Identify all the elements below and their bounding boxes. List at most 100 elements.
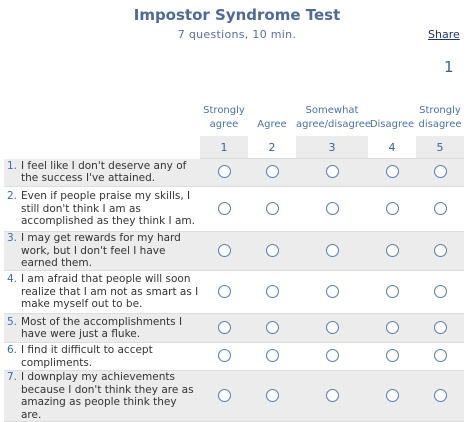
radio-option[interactable] [217, 243, 231, 257]
column-number: 4 [368, 136, 416, 159]
answer-cell [368, 314, 416, 343]
answer-cell [368, 232, 416, 271]
answer-cell [296, 371, 368, 422]
page-number: 1 [444, 58, 454, 76]
column-number: 3 [296, 136, 368, 159]
radio-option[interactable] [217, 284, 231, 298]
column-label: Disagree [369, 119, 415, 130]
radio-option[interactable] [265, 388, 279, 402]
question: 1. I feel like I don't deserve any of the… [4, 160, 200, 185]
question-text: I may get rewards for my hard work, but … [21, 232, 181, 270]
header-row: Strongly agree Agree Somewhat agree/disagr… [4, 100, 464, 136]
question-number: 5. [7, 315, 18, 328]
radio-option[interactable] [385, 388, 399, 402]
question-number: 3. [7, 232, 18, 245]
radio-option[interactable] [325, 320, 339, 334]
answer-cell [368, 271, 416, 314]
question: 2. Even if people praise my skills, I sti… [4, 190, 200, 228]
question-row: 5. Most of the accomplishments I have wer… [4, 313, 464, 343]
radio-option[interactable] [325, 388, 339, 402]
radio-option[interactable] [217, 388, 231, 402]
survey-table: Strongly agree Agree Somewhat agree/disagr… [4, 100, 464, 422]
answer-cell [296, 232, 368, 271]
radio-option[interactable] [265, 284, 279, 298]
answer-cell [368, 343, 416, 371]
radio-option[interactable] [217, 320, 231, 334]
question: 6. I find it difficult to accept complime… [4, 344, 200, 369]
question-cell: 2. Even if people praise my skills, I sti… [4, 187, 200, 232]
radio-option[interactable] [433, 165, 447, 178]
answer-cell [200, 371, 248, 422]
radio-option[interactable] [433, 201, 447, 215]
question-number: 4. [7, 273, 18, 286]
answer-cell [248, 159, 296, 187]
column-label: Agree [257, 119, 287, 130]
radio-option[interactable] [385, 165, 399, 178]
answer-cell [248, 314, 296, 343]
radio-option[interactable] [217, 165, 231, 178]
question-row: 2. Even if people praise my skills, I sti… [4, 187, 464, 232]
column-number: 5 [416, 136, 464, 159]
radio-option[interactable] [325, 201, 339, 215]
answer-cell [200, 314, 248, 343]
radio-option[interactable] [385, 201, 399, 215]
column-label: Strongly agree [203, 105, 245, 130]
question-number: 1. [7, 159, 18, 172]
question-cell: 7. I downplay my achievements because I d… [4, 371, 200, 422]
answer-cell [368, 159, 416, 187]
question-row: 4. I am afraid that people will soon real… [4, 271, 464, 314]
radio-option[interactable] [385, 284, 399, 298]
answer-cell [296, 187, 368, 232]
answer-cell [248, 343, 296, 371]
question-text: I am afraid that people will soon realiz… [21, 273, 199, 311]
question-cell: 3. I may get rewards for my hard work, bu… [4, 232, 200, 271]
radio-option[interactable] [325, 349, 339, 362]
column-number: 1 [200, 136, 248, 159]
question-number: 6. [7, 344, 18, 356]
radio-option[interactable] [265, 349, 279, 362]
radio-option[interactable] [265, 165, 279, 178]
answer-cell [368, 371, 416, 422]
question-text: I feel like I don't deserve any of the s… [21, 159, 187, 185]
question: 3. I may get rewards for my hard work, bu… [4, 232, 200, 270]
radio-option[interactable] [433, 388, 447, 402]
answer-cell [200, 232, 248, 271]
question-text: Most of the accomplishments I have were … [21, 315, 183, 341]
question: 4. I am afraid that people will soon real… [4, 273, 200, 311]
radio-option[interactable] [325, 284, 339, 298]
answer-cell [296, 343, 368, 371]
radio-option[interactable] [265, 243, 279, 257]
answer-cell [200, 187, 248, 232]
radio-option[interactable] [217, 201, 231, 215]
question-row: 3. I may get rewards for my hard work, bu… [4, 231, 464, 271]
question-cell: 4. I am afraid that people will soon real… [4, 271, 200, 314]
answer-cell [200, 271, 248, 314]
answer-cell [296, 314, 368, 343]
radio-option[interactable] [433, 349, 447, 362]
question-cell: 1. I feel like I don't deserve any of the… [4, 159, 200, 187]
column-label: Somewhat agree/disagree [296, 105, 372, 130]
answer-cell [416, 232, 464, 271]
answer-cell [248, 371, 296, 422]
radio-option[interactable] [385, 243, 399, 257]
radio-option[interactable] [433, 243, 447, 257]
radio-option[interactable] [325, 165, 339, 178]
radio-option[interactable] [433, 284, 447, 298]
radio-option[interactable] [385, 320, 399, 334]
question-text: Even if people praise my skills, I still… [21, 190, 195, 228]
answer-cell [248, 232, 296, 271]
radio-option[interactable] [433, 320, 447, 334]
radio-option[interactable] [265, 201, 279, 215]
radio-option[interactable] [325, 243, 339, 257]
question: 5. Most of the accomplishments I have wer… [4, 316, 200, 341]
question-row: 7. I downplay my achievements because I d… [4, 370, 464, 422]
radio-option[interactable] [385, 349, 399, 362]
radio-option[interactable] [217, 349, 231, 362]
question-number: 7. [7, 371, 18, 383]
answer-cell [200, 343, 248, 371]
subtitle: 7 questions, 10 min. [177, 28, 297, 41]
radio-option[interactable] [265, 320, 279, 334]
share-link[interactable]: Share [428, 28, 460, 41]
